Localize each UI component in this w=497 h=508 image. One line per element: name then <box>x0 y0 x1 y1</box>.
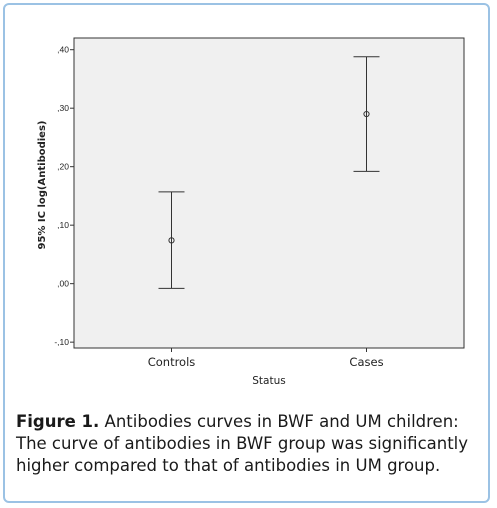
y-axis-title: 95% IC log(Antibodies) <box>37 121 48 250</box>
mean-point <box>168 237 175 244</box>
y-tick-label: ,00 <box>57 279 69 289</box>
x-tick-label: Cases <box>349 355 383 369</box>
caption-text: Antibodies curves in BWF and UM children… <box>16 412 469 475</box>
plot-area <box>73 37 465 349</box>
figure-caption: Figure 1. Antibodies curves in BWF and U… <box>16 411 476 477</box>
y-tick-label: ,40 <box>57 45 69 55</box>
caption-label: Figure 1. <box>16 412 100 431</box>
y-tick-label: -,10 <box>54 337 69 347</box>
y-axis-ticks: -,10 ,00 ,10 ,20 ,30 ,40 <box>54 45 74 347</box>
x-tick-label: Controls <box>148 355 196 369</box>
y-tick-label: ,20 <box>57 162 69 172</box>
mean-point <box>363 110 370 118</box>
y-tick-label: ,10 <box>57 220 69 230</box>
x-axis-ticks: Controls Cases <box>148 348 384 369</box>
x-axis-title: Status <box>252 375 285 387</box>
error-bars <box>158 56 380 289</box>
errorbar-chart: -,10 ,00 ,10 ,20 ,30 ,40 Controls Cases Status… <box>37 37 465 387</box>
y-tick-label: ,30 <box>57 103 69 113</box>
